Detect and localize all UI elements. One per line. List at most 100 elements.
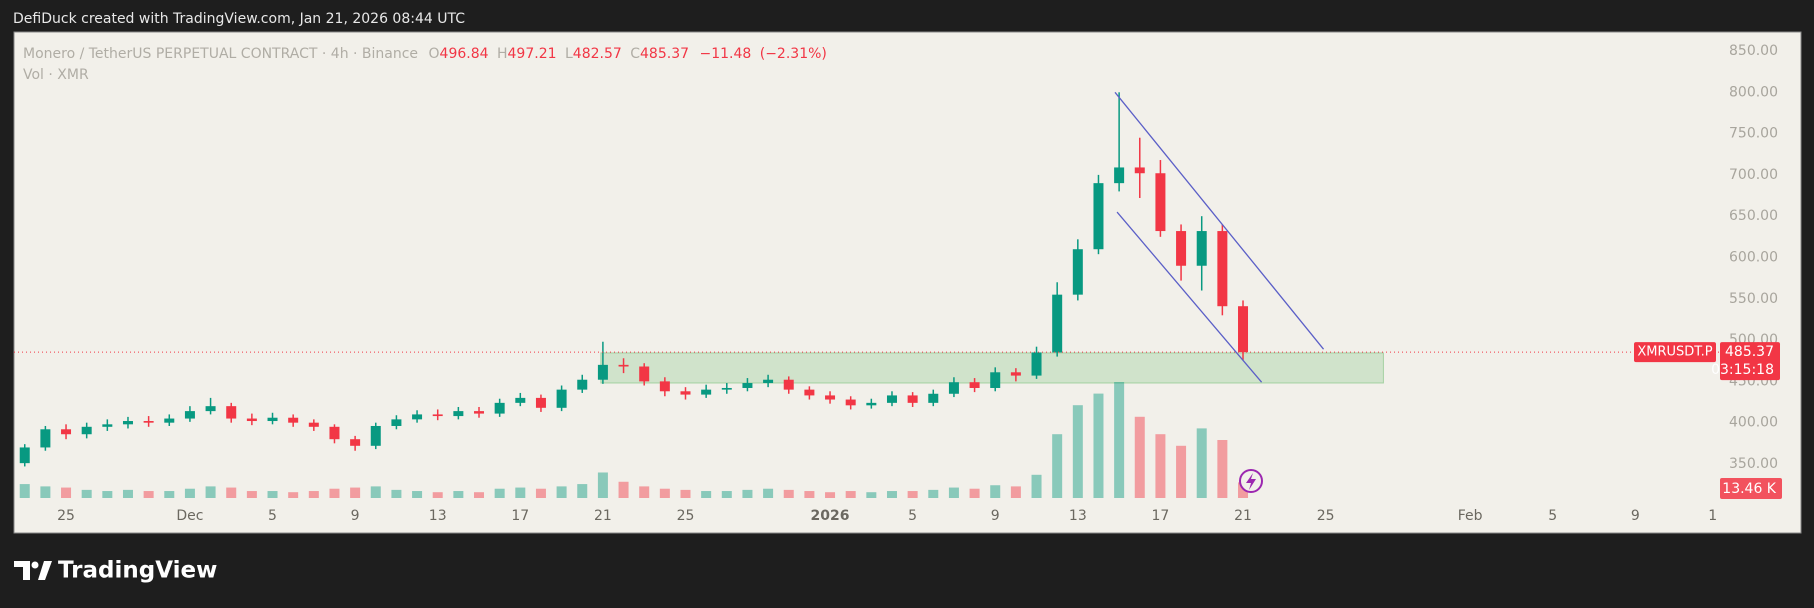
candle-body — [804, 389, 815, 396]
volume-bar — [1196, 428, 1207, 498]
y-tick-label: 750.00 — [1729, 126, 1778, 142]
change: −11.48 — [699, 46, 751, 62]
candle-body — [1238, 306, 1249, 353]
volume-bar — [597, 472, 608, 498]
volume-bar — [288, 492, 299, 498]
volume-bar — [1176, 445, 1187, 498]
volume-bar — [102, 491, 113, 498]
candle-body — [1217, 231, 1228, 307]
volume-bar — [969, 488, 980, 498]
legend: Monero / TetherUS PERPETUAL CONTRACT · 4… — [23, 46, 827, 62]
candle-body — [948, 382, 959, 394]
candle-body — [535, 397, 546, 408]
volume-bar — [948, 487, 959, 498]
x-tick-label: 13 — [429, 508, 447, 524]
candle-body — [267, 417, 278, 422]
price-tag: 485.37 — [1725, 344, 1774, 360]
brand: TradingView — [58, 558, 217, 584]
volume-bar — [1238, 482, 1249, 498]
candle-body — [556, 389, 567, 408]
volume-bar — [164, 491, 175, 498]
volume-bar — [577, 484, 588, 498]
x-tick-label: 25 — [1317, 508, 1335, 524]
volume-bar — [143, 491, 154, 498]
volume-bar — [1031, 474, 1042, 498]
volume-bar — [474, 492, 485, 498]
volume-bar — [639, 486, 650, 498]
volume-bar — [205, 486, 216, 498]
volume-tag-box — [1720, 478, 1782, 499]
volume-bar — [226, 487, 237, 498]
volume-bar — [556, 486, 567, 498]
volume-bar — [742, 489, 753, 498]
y-tick-label: 400.00 — [1729, 415, 1778, 431]
candle-body — [1052, 294, 1063, 353]
countdown: 03:15:18 — [1711, 362, 1774, 378]
candle-body — [288, 417, 299, 423]
axes: 350.00400.00450.00500.00550.00600.00650.… — [57, 43, 1782, 524]
volume-bar — [267, 491, 278, 498]
volume-bar — [184, 488, 195, 498]
y-tick-label: 650.00 — [1729, 208, 1778, 224]
volume-bar — [886, 491, 897, 498]
volume-bar — [721, 491, 732, 498]
candle-body — [515, 397, 526, 403]
candle-body — [61, 429, 72, 435]
volume-bar — [907, 491, 918, 498]
c-label: C — [630, 46, 640, 62]
x-tick-label: 25 — [677, 508, 695, 524]
symbol-tag-box — [1634, 342, 1716, 363]
volume-title: Vol · XMR — [23, 67, 89, 83]
volume-bar — [825, 492, 836, 498]
candle-body — [40, 429, 51, 448]
volume-bar — [61, 487, 72, 498]
plot-area — [14, 91, 1720, 498]
candle-body — [886, 395, 897, 403]
candle-body — [680, 391, 691, 395]
volume-bar — [1217, 440, 1228, 498]
x-tick-label: 9 — [1631, 508, 1640, 524]
candle-body — [308, 422, 319, 427]
alert-icon[interactable] — [1239, 469, 1263, 493]
y-tick-label: 550.00 — [1729, 291, 1778, 307]
volume-bar — [535, 488, 546, 498]
volume-bar — [515, 487, 526, 498]
candle-body — [990, 372, 1001, 388]
volume-bar — [1155, 434, 1166, 498]
candle-body — [226, 406, 237, 419]
candle-body — [928, 393, 939, 403]
x-tick-label: 5 — [908, 508, 917, 524]
volume-bar — [1093, 393, 1104, 498]
volume-bar — [350, 487, 361, 498]
candle-body — [659, 381, 670, 392]
candle-body — [639, 366, 650, 382]
candle-body — [1134, 167, 1145, 174]
candle-body — [845, 399, 856, 406]
logo[interactable]: TradingView — [14, 558, 217, 584]
volume-bar — [412, 491, 423, 498]
x-tick-label: 25 — [57, 508, 75, 524]
volume-bar — [1052, 434, 1063, 498]
volume-bar — [494, 488, 505, 498]
volume-bar — [81, 489, 92, 498]
l-value: 482.57 — [573, 46, 622, 62]
candle-body — [701, 389, 712, 395]
y-tick-label: 600.00 — [1729, 249, 1778, 265]
volume-bar — [990, 485, 1001, 498]
x-tick-label: 1 — [1708, 508, 1717, 524]
volume-bar — [122, 489, 133, 498]
candle-body — [825, 395, 836, 400]
volume-bar — [1072, 405, 1083, 498]
candle-body — [721, 387, 732, 390]
volume-bar — [680, 489, 691, 498]
candle-body — [122, 421, 133, 425]
volume-bar — [618, 481, 629, 498]
h-label: H — [497, 46, 508, 62]
candle-body — [1031, 352, 1042, 376]
volume-bar — [763, 488, 774, 498]
volume-bar — [659, 488, 670, 498]
volume-bar — [1010, 486, 1021, 498]
volume-bar — [928, 489, 939, 498]
candle-body — [474, 411, 485, 414]
volume-bar — [1134, 416, 1145, 498]
